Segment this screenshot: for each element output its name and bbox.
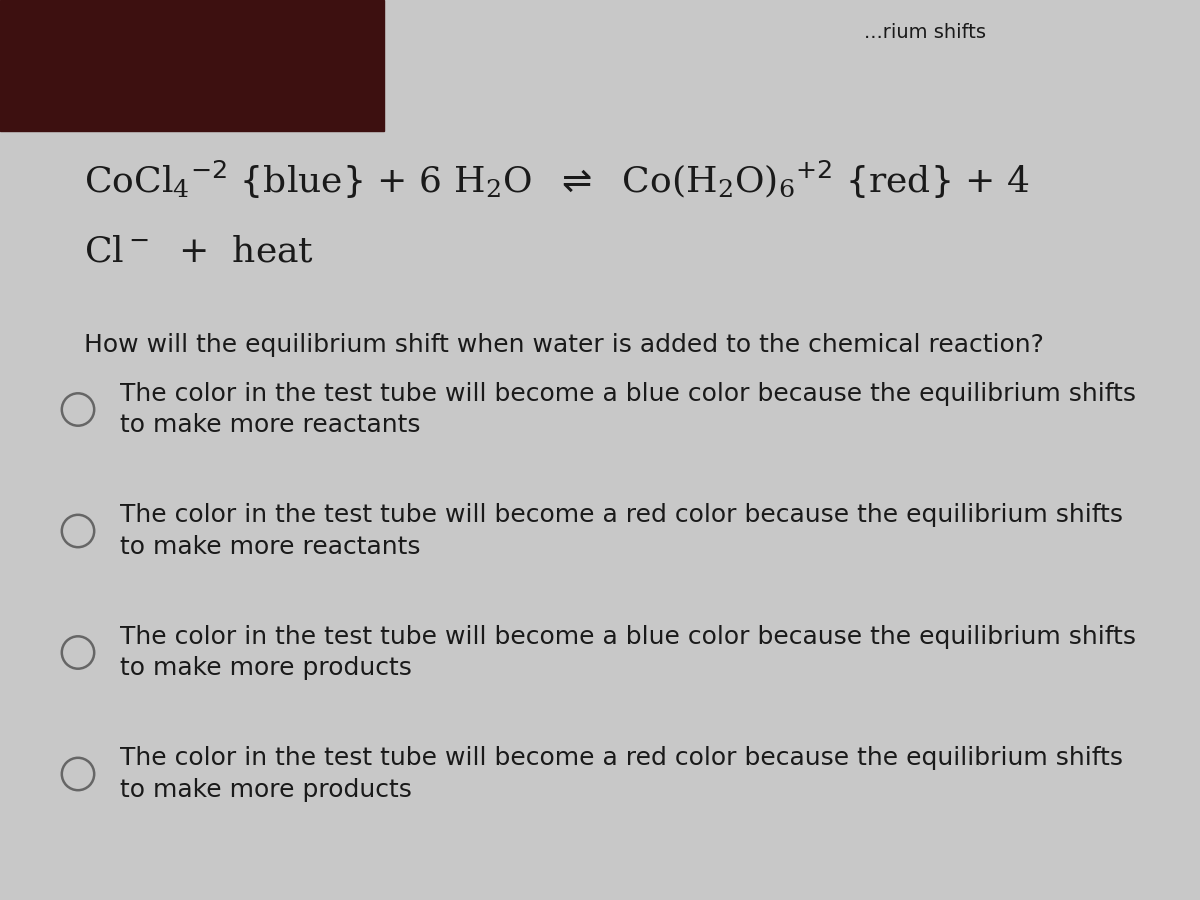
Text: The color in the test tube will become a red color because the equilibrium shift: The color in the test tube will become a… <box>120 503 1123 559</box>
Text: $\mathregular{CoCl_4}^{-2}$ $\{$blue$\}$ $+$ $\mathregular{6\ H_2O}$  $\rightlef: $\mathregular{CoCl_4}^{-2}$ $\{$blue$\}$… <box>84 159 1030 201</box>
Text: The color in the test tube will become a red color because the equilibrium shift: The color in the test tube will become a… <box>120 746 1123 802</box>
Text: $\mathregular{Cl}^-$  +  heat: $\mathregular{Cl}^-$ + heat <box>84 235 314 269</box>
Text: ...rium shifts: ...rium shifts <box>864 22 986 41</box>
Text: The color in the test tube will become a blue color because the equilibrium shif: The color in the test tube will become a… <box>120 625 1136 680</box>
Text: How will the equilibrium shift when water is added to the chemical reaction?: How will the equilibrium shift when wate… <box>84 333 1044 357</box>
Bar <box>0 0 384 130</box>
Text: The color in the test tube will become a blue color because the equilibrium shif: The color in the test tube will become a… <box>120 382 1136 437</box>
